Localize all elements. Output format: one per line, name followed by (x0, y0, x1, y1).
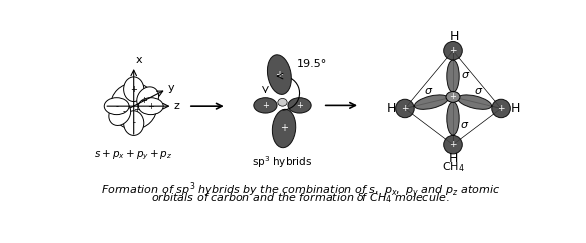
Ellipse shape (109, 102, 131, 125)
Circle shape (110, 83, 157, 129)
Text: +: + (449, 92, 456, 101)
Ellipse shape (267, 55, 291, 95)
Text: σ: σ (461, 120, 468, 130)
Text: +: + (296, 101, 303, 110)
Ellipse shape (278, 98, 287, 106)
Ellipse shape (447, 102, 459, 135)
Text: σ: σ (425, 86, 432, 96)
Ellipse shape (137, 87, 159, 110)
Text: 19.5°: 19.5° (297, 59, 327, 69)
Text: σ: σ (474, 86, 481, 96)
Ellipse shape (104, 98, 129, 115)
Ellipse shape (138, 98, 163, 115)
Ellipse shape (446, 92, 460, 102)
Text: +: + (449, 46, 456, 55)
Text: σ: σ (462, 70, 469, 80)
Text: -: - (132, 119, 135, 128)
Text: +: + (498, 104, 505, 113)
Text: $\mathrm{CH_4}$: $\mathrm{CH_4}$ (442, 160, 464, 174)
Text: $\it{Formation\ of\ sp^3\ hybrids\ by\ the\ combination\ of\ s,\ p_x,\ p_y\ and\: $\it{Formation\ of\ sp^3\ hybrids\ by\ t… (101, 180, 500, 201)
Ellipse shape (414, 95, 448, 109)
Text: +: + (275, 69, 284, 80)
Text: +: + (449, 140, 456, 149)
Ellipse shape (254, 98, 277, 113)
Text: +: + (280, 123, 288, 133)
Text: +: + (140, 96, 147, 105)
Text: +: + (262, 101, 269, 110)
Text: y: y (168, 83, 175, 93)
Ellipse shape (458, 95, 492, 109)
Text: $\mathrm{sp^3}$ hybrids: $\mathrm{sp^3}$ hybrids (253, 155, 313, 171)
Text: +: + (130, 85, 137, 94)
Ellipse shape (396, 99, 414, 118)
Text: -: - (122, 107, 125, 116)
Text: -: - (115, 102, 118, 111)
Ellipse shape (492, 99, 510, 118)
Text: $\it{orbitals\ of\ carbon\ and\ the\ formation\ \delta\!f\ CH_4\ molecule.}$: $\it{orbitals\ of\ carbon\ and\ the\ for… (151, 191, 449, 205)
Ellipse shape (447, 60, 459, 92)
Ellipse shape (444, 42, 462, 60)
Text: +: + (134, 105, 140, 114)
Text: +: + (147, 102, 154, 111)
Ellipse shape (444, 135, 462, 154)
Text: z: z (174, 101, 180, 111)
Ellipse shape (124, 77, 144, 102)
Ellipse shape (272, 109, 296, 148)
Ellipse shape (288, 98, 311, 113)
Text: H: H (510, 102, 520, 115)
Text: H: H (450, 30, 459, 43)
Text: $s+p_x+p_y+p_z$: $s+p_x+p_y+p_z$ (94, 148, 173, 162)
Text: H: H (386, 102, 396, 115)
Ellipse shape (124, 111, 144, 135)
Text: +: + (401, 104, 408, 113)
Text: x: x (135, 55, 142, 65)
Text: H: H (448, 152, 458, 165)
